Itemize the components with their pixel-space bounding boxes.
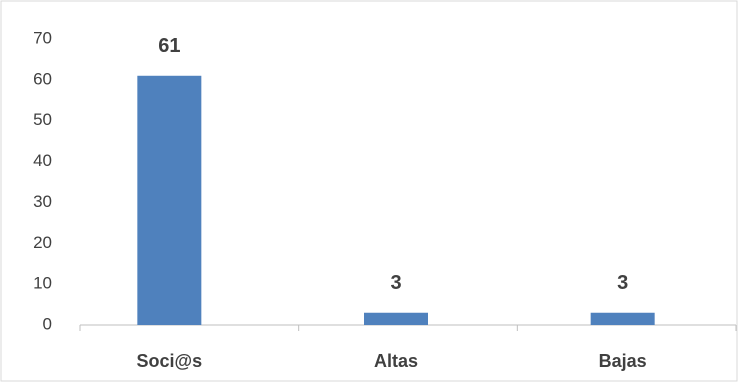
- x-tick-label: Altas: [374, 351, 418, 371]
- x-tick-label: Bajas: [599, 351, 647, 371]
- y-tick-label: 50: [33, 110, 52, 129]
- value-label: 3: [390, 272, 401, 294]
- y-tick-label: 60: [33, 69, 52, 88]
- y-tick-label: 0: [43, 314, 52, 333]
- y-tick-label: 10: [33, 274, 52, 293]
- y-tick-label: 70: [33, 28, 52, 47]
- y-tick-label: 20: [33, 233, 52, 252]
- value-label: 61: [158, 35, 180, 57]
- bar: [137, 75, 202, 326]
- bar: [364, 312, 428, 325]
- x-tick-label: Soci@s: [137, 351, 203, 371]
- y-tick-label: 40: [33, 151, 52, 170]
- value-label: 3: [617, 272, 628, 294]
- y-tick-label: 30: [33, 192, 52, 211]
- bar: [590, 312, 655, 325]
